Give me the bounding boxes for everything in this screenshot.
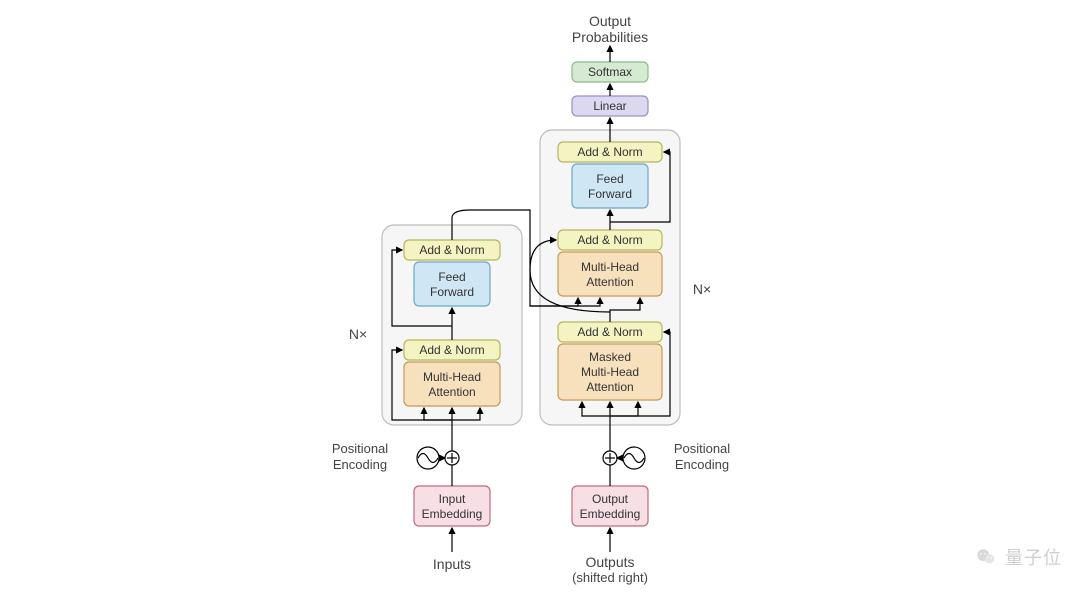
posenc-right-label-1: Positional: [674, 441, 730, 456]
softmax-text: Softmax: [588, 65, 632, 79]
top-label-2: Probabilities: [572, 29, 648, 45]
decoder-ff-l1: Feed: [596, 172, 623, 186]
inputs-label: Inputs: [433, 556, 471, 572]
masked-mha-l3: Attention: [586, 380, 633, 394]
encoder-ff-l2: Forward: [430, 285, 474, 299]
decoder-addnorm-2-text: Add & Norm: [577, 233, 642, 247]
outputs-label-2: (shifted right): [572, 570, 648, 585]
nx-left-label: N×: [349, 326, 367, 342]
outputs-label-1: Outputs: [585, 554, 634, 570]
masked-mha-l1: Masked: [589, 350, 631, 364]
input-embed-l1: Input: [439, 492, 466, 506]
cross-mha-l1: Multi-Head: [581, 260, 639, 274]
posenc-left-label-1: Positional: [332, 441, 388, 456]
masked-mha-l2: Multi-Head: [581, 365, 639, 379]
decoder-addnorm-1-text: Add & Norm: [577, 325, 642, 339]
input-embed-l2: Embedding: [422, 507, 483, 521]
decoder-ff-l2: Forward: [588, 187, 632, 201]
encoder-addnorm-1-text: Add & Norm: [419, 343, 484, 357]
wechat-icon: [975, 546, 997, 568]
posenc-sine-right: [624, 454, 644, 463]
output-embed-l1: Output: [592, 492, 629, 506]
watermark-text: 量子位: [1005, 544, 1062, 570]
nx-right-label: N×: [693, 281, 711, 297]
encoder-addnorm-2-text: Add & Norm: [419, 243, 484, 257]
output-embed-l2: Embedding: [580, 507, 641, 521]
transformer-architecture-diagram: N× Multi-Head Attention Add & Norm Feed …: [0, 0, 1080, 598]
cross-mha-l2: Attention: [586, 275, 633, 289]
encoder-mha-l2: Attention: [428, 385, 475, 399]
posenc-left-label-2: Encoding: [333, 457, 387, 472]
top-label-1: Output: [589, 13, 631, 29]
encoder-ff-l1: Feed: [438, 270, 465, 284]
linear-text: Linear: [593, 99, 626, 113]
watermark: 量子位: [975, 544, 1062, 570]
posenc-sine-left: [418, 454, 438, 463]
encoder-mha-l1: Multi-Head: [423, 370, 481, 384]
posenc-right-label-2: Encoding: [675, 457, 729, 472]
decoder-addnorm-3-text: Add & Norm: [577, 145, 642, 159]
